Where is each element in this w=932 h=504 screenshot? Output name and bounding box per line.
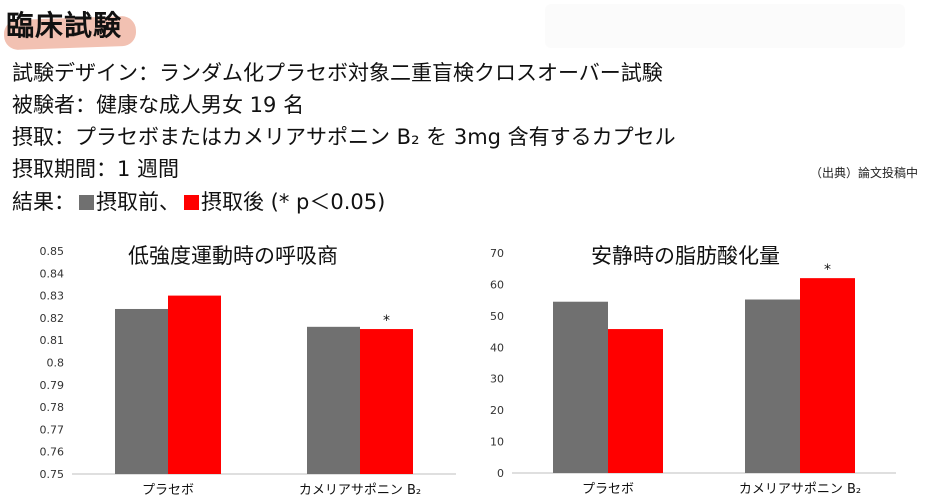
source-note: （出典）論文投稿中 [810,166,919,180]
chart1-ytick-label: 0.77 [40,423,65,436]
chart2-ytick-label: 50 [490,310,504,323]
study-design: 試験デザイン：ランダム化プラセボ対象二重盲検クロスオーバー試験 [12,61,663,85]
chart1-ytick-label: 0.8 [47,357,65,370]
chart1-bar-before-0 [115,308,168,474]
study-period: 摂取期間：1 週間 [12,157,180,181]
chart2-significance-mark: * [824,262,831,278]
chart2-ytick-label: 60 [490,278,504,291]
chart1-ytick-label: 0.79 [40,379,65,392]
legend-swatch-after [184,195,199,210]
chart1-bar-before-1 [307,326,360,474]
chart1-bar-after-0 [168,295,221,474]
chart1-ytick-label: 0.78 [40,401,65,414]
chart1-ytick-label: 0.75 [40,468,65,481]
page-title: 臨床試験 [6,9,123,42]
chart2-ytick-label: 0 [497,467,504,480]
chart2-ytick-label: 70 [490,247,504,260]
chart2-bar-before-1 [745,299,800,473]
chart1-ytick-label: 0.83 [40,290,65,303]
results-legend: 結果： 摂取前、 摂取後 (* p＜0.05) [12,189,385,215]
chart1-plot: 0.75 0.76 0.77 0.78 0.79 0.8 0.81 0.82 0.83 0.84 0… [40,245,456,498]
chart1-ytick-label: 0.76 [40,446,65,459]
legend-label-before: 摂取前、 [96,190,180,214]
title-area: 臨床試験 [3,4,137,51]
chart1-ytick-label: 0.84 [40,267,65,280]
chart2-category-label: カメリアサポニン B₂ [739,482,861,497]
chart2-bar-before-0 [553,301,608,473]
chart2-plot: 0 10 20 30 40 50 60 70 プラセボ カメリアサポニン B₂ * [490,247,896,497]
chart1-category-label: カメリアサポニン B₂ [299,483,421,498]
legend-swatch-before [79,195,94,210]
chart2-ytick-label: 20 [490,404,504,417]
study-intake: 摂取：プラセボまたはカメリアサポニン B₂ を 3mg 含有するカプセル [12,125,676,149]
chart1-significance-mark: * [383,313,390,329]
chart1-title: 低強度運動時の呼吸商 [128,244,338,268]
decorative-panel [545,4,905,48]
chart2-ytick-label: 40 [490,341,504,354]
chart1-ytick-label: 0.85 [40,245,65,258]
study-subjects: 被験者：健康な成人男女 19 名 [12,93,305,117]
chart2-ytick-label: 10 [490,436,504,449]
chart1-bar-after-1 [360,329,413,474]
chart1-ytick-label: 0.82 [40,312,65,325]
chart2-bar-after-1 [800,278,855,473]
legend-label-after: 摂取後 (* p＜0.05) [201,190,386,214]
results-prefix: 結果： [12,190,75,214]
chart2-category-label: プラセボ [582,482,634,497]
chart1-category-label: プラセボ [142,483,194,498]
chart2-bar-after-0 [608,329,663,473]
chart1-ytick-label: 0.81 [40,334,65,347]
chart2-ytick-label: 30 [490,373,504,386]
chart2-title: 安静時の脂肪酸化量 [591,244,780,268]
